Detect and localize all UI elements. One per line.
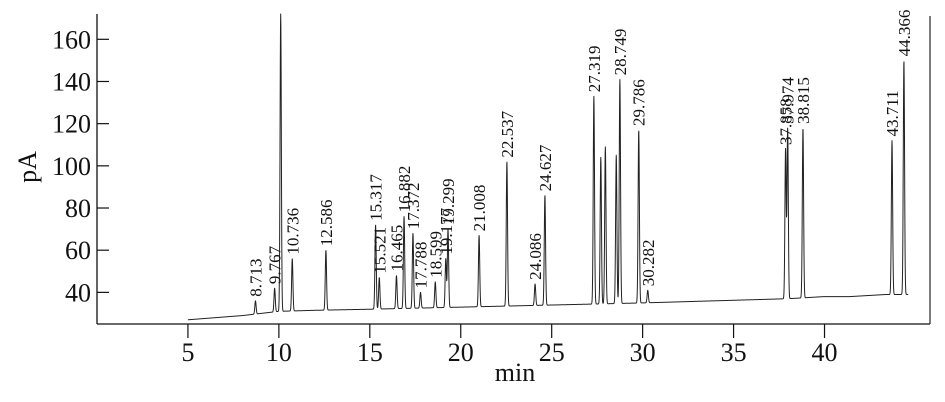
peak-label: 9.767 bbox=[266, 245, 285, 284]
y-tick-label: 40 bbox=[65, 278, 91, 307]
peak-label: 8.713 bbox=[247, 259, 266, 297]
y-tick-label: 60 bbox=[65, 236, 91, 265]
peak-label: 15.521 bbox=[370, 227, 389, 274]
x-tick-label: 25 bbox=[539, 338, 565, 367]
peak-label: 18.599 bbox=[426, 231, 445, 278]
x-tick-label: 15 bbox=[357, 338, 383, 367]
peak-label: 16.882 bbox=[395, 166, 414, 213]
peak-label: 22.537 bbox=[498, 110, 517, 157]
y-tick-label: 80 bbox=[65, 194, 91, 223]
peak-label: 44.366 bbox=[895, 10, 914, 57]
peak-label: 27.319 bbox=[585, 45, 604, 92]
peak-label: 37.974 bbox=[779, 77, 798, 124]
peak-label: 10.736 bbox=[283, 208, 302, 255]
y-tick-label: 140 bbox=[52, 67, 91, 96]
y-axis-title: pA bbox=[13, 151, 42, 183]
peak-label: 28.749 bbox=[611, 29, 630, 76]
peak-label: 19.299 bbox=[439, 178, 458, 225]
x-tick-label: 40 bbox=[812, 338, 838, 367]
peak-label: 12.586 bbox=[317, 199, 336, 246]
peak-label: 30.282 bbox=[639, 240, 658, 287]
y-tick-label: 120 bbox=[52, 110, 91, 139]
x-tick-label: 20 bbox=[448, 338, 474, 367]
chart-axes: 5 10 15 20 25 30 35 40 40 60 80 100 120 140 160 bbox=[52, 14, 931, 367]
peak-label: 24.086 bbox=[526, 233, 545, 280]
y-tick-label: 160 bbox=[52, 25, 91, 54]
peak-label: 37.858 bbox=[777, 98, 796, 145]
peak-label: 29.786 bbox=[630, 79, 649, 126]
x-tick-label: 30 bbox=[630, 338, 656, 367]
peak-label: 21.008 bbox=[470, 185, 489, 232]
peak-label: 17.372 bbox=[404, 183, 423, 230]
peak-label: 16.465 bbox=[388, 225, 407, 272]
peak-label: 24.627 bbox=[536, 144, 555, 191]
peak-label: 15.317 bbox=[367, 174, 386, 221]
peak-label: 38.815 bbox=[794, 77, 813, 124]
peak-label: 17.788 bbox=[412, 242, 431, 289]
y-tick-label: 100 bbox=[52, 152, 91, 181]
chromatogram-line bbox=[187, 13, 909, 321]
x-tick-label: 10 bbox=[266, 338, 292, 367]
x-tick-label: 5 bbox=[181, 338, 194, 367]
peak-label: 19.177 bbox=[437, 207, 456, 254]
chromatogram-trace bbox=[187, 13, 909, 321]
x-tick-label: 35 bbox=[721, 338, 747, 367]
x-axis-title: min bbox=[495, 358, 535, 387]
peak-label: 43.711 bbox=[883, 90, 902, 136]
